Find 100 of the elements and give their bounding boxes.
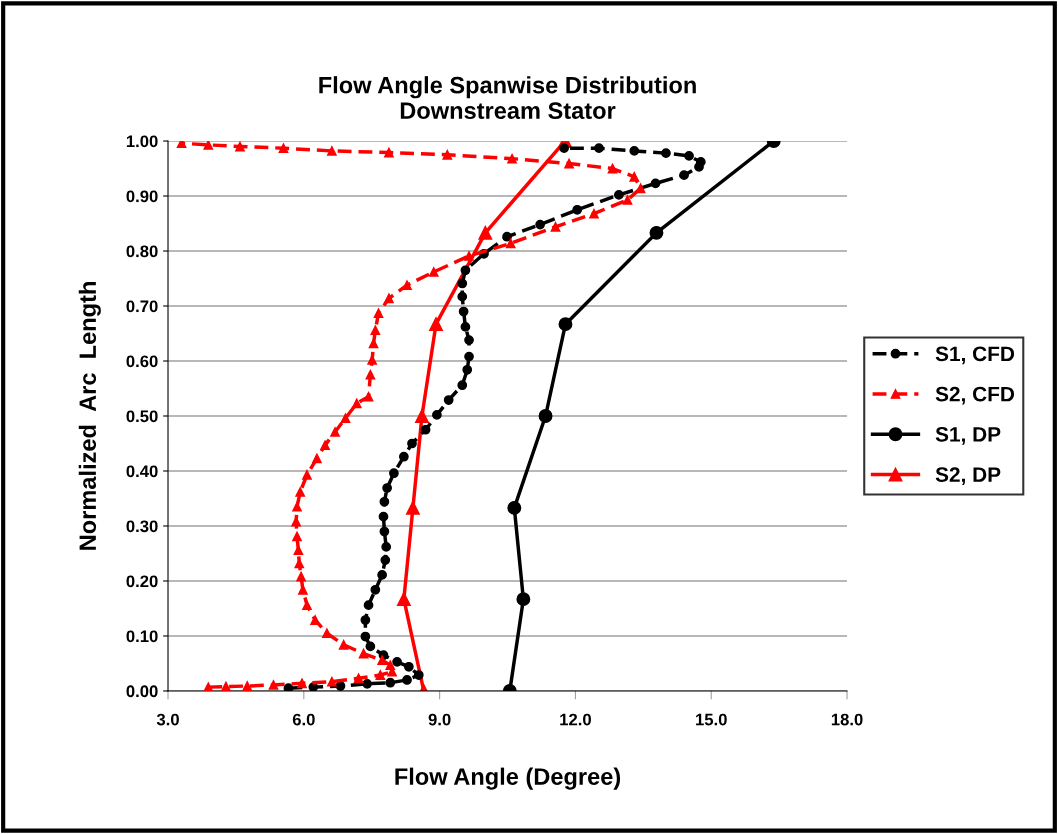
point [381,542,392,552]
point [607,163,618,174]
y-tick-label: 0.80 [126,245,158,258]
point [302,600,312,611]
point [203,141,214,150]
point [402,675,412,685]
point [327,676,337,687]
point [378,511,389,522]
point [176,141,187,149]
point [377,570,387,580]
y-tick-label: 1.00 [126,135,158,148]
point [203,682,214,691]
point [464,251,474,261]
point [650,178,661,189]
point [360,631,371,642]
point [268,680,279,690]
point [442,149,453,160]
point [379,496,390,507]
point [614,190,624,200]
point [502,231,512,242]
point [302,469,312,480]
point [295,487,306,497]
point [385,660,396,670]
point [327,146,337,156]
point [308,682,319,691]
point [589,208,599,219]
point [389,468,399,479]
y-tick-label: 0.40 [126,465,158,478]
point [297,678,307,689]
point [516,592,531,607]
point [242,681,253,691]
point [322,628,332,639]
point [402,280,412,290]
point [507,500,522,515]
point [384,293,394,304]
point [368,338,379,349]
point [462,364,473,375]
point [460,265,471,276]
point [679,170,689,180]
point [363,391,374,402]
y-tick-label: 0.60 [126,355,158,368]
point [684,151,694,161]
point [457,278,468,289]
point [362,678,373,689]
point [330,427,340,437]
point [629,171,640,182]
point [335,681,346,691]
legend-label: S1, DP [935,426,1001,445]
point [293,545,304,556]
point [365,641,376,652]
point [405,500,420,515]
point [340,413,351,424]
point [558,317,573,332]
point [365,369,376,380]
point [413,670,424,680]
point [370,325,381,336]
point [363,600,374,611]
point [403,661,414,672]
point [594,143,604,154]
x-tick-label: 15.0 [696,713,727,726]
y-tick-label: 0.50 [126,410,158,423]
point [464,351,474,362]
point [312,453,322,464]
point [457,291,468,302]
point [457,380,468,391]
x-tick-label: 3.0 [156,713,179,726]
x-tick-label: 12.0 [560,713,591,726]
y-tick-label: 0.90 [126,190,158,203]
point [370,584,381,595]
point [351,398,362,409]
y-tick-label: 0.30 [126,520,158,533]
point [407,438,417,449]
point [338,639,349,650]
point [535,219,545,230]
point [292,531,302,542]
chart-title: Flow Angle Spanwise Distribution Downstream Stator [319,76,696,120]
point [283,683,294,691]
point [385,677,396,688]
point [377,655,387,666]
point [235,141,245,152]
point [572,204,583,215]
point [460,322,471,332]
x-tick-label: 6.0 [292,713,315,726]
point [695,157,706,167]
point [415,409,429,423]
point [428,267,439,277]
point [358,648,369,659]
point [384,147,394,158]
point [629,146,640,156]
point [221,681,231,691]
point [380,555,391,565]
y-axis-title: Normalized Arc Length [78,282,101,550]
point [420,424,431,435]
point [392,656,402,667]
point [505,238,516,249]
point [367,355,378,365]
point [458,306,469,317]
point [443,395,454,405]
point [310,615,320,625]
x-axis-title: Flow Angle (Degree) [395,767,621,790]
